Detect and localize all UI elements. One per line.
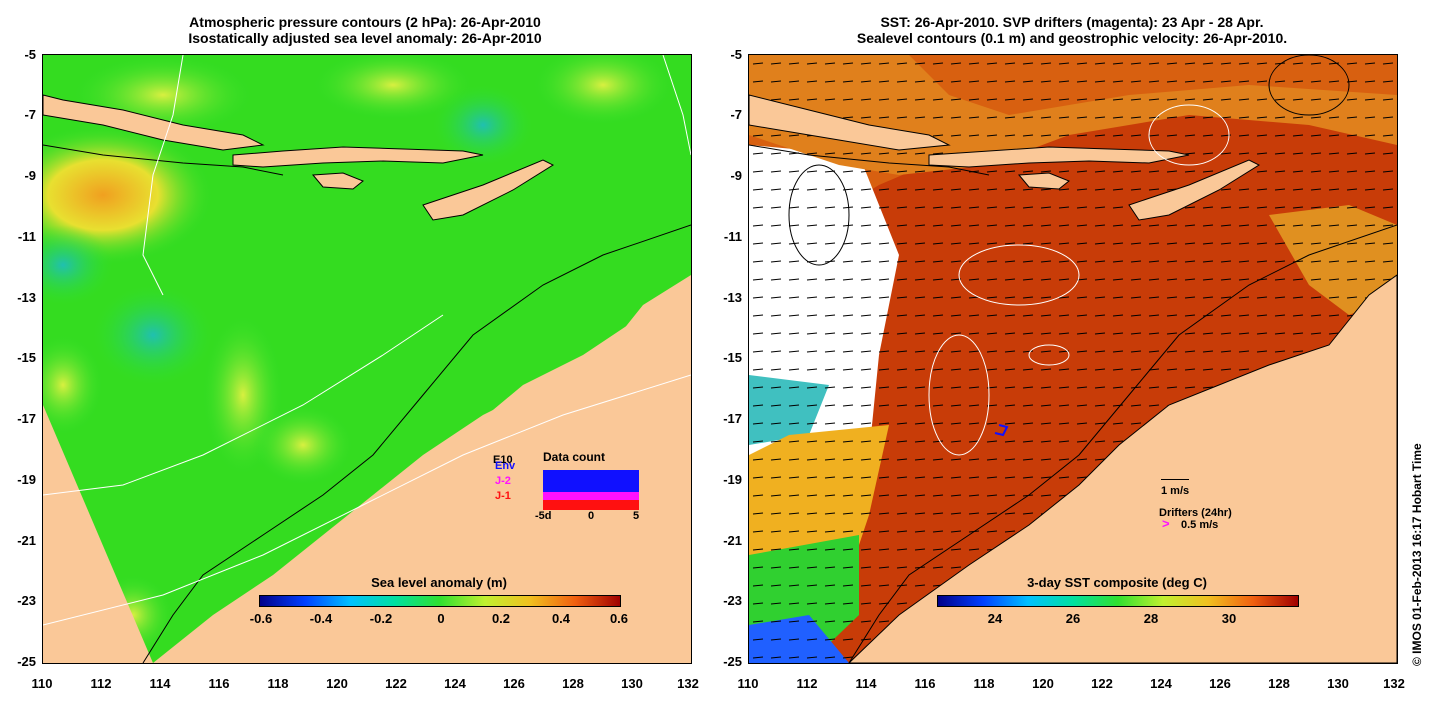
right-colorbar-title: 3-day SST composite (deg C)	[1027, 575, 1207, 590]
left-ytick: -17	[17, 411, 36, 426]
inset-label-e10: E10	[493, 454, 513, 466]
left-title-line2: Isostatically adjusted sea level anomaly…	[188, 30, 542, 46]
left-ytick: -21	[17, 533, 36, 548]
left-title: Atmospheric pressure contours (2 hPa): 2…	[40, 14, 690, 46]
left-xtick: 120	[326, 676, 348, 691]
right-xtick: 130	[1327, 676, 1349, 691]
left-xtick: 122	[385, 676, 407, 691]
left-xtick: 114	[149, 676, 171, 691]
right-cbar-tick-0: 24	[987, 611, 1003, 626]
right-ytick: -9	[730, 168, 742, 183]
left-cbar-tick-3: 0	[437, 611, 445, 626]
left-cbar-tick-2: -0.2	[369, 611, 393, 626]
right-xtick: 124	[1150, 676, 1172, 691]
right-xtick: 122	[1091, 676, 1113, 691]
left-xtick: 110	[31, 676, 53, 691]
velocity-scale-arrow	[1161, 479, 1189, 480]
right-xtick: 132	[1383, 676, 1405, 691]
left-xtick: 128	[562, 676, 584, 691]
left-cbar-tick-4: 0.2	[491, 611, 511, 626]
right-ytick: -15	[723, 350, 742, 365]
right-ytick: -17	[723, 411, 742, 426]
inset-xtick-0: -5d	[535, 510, 552, 522]
left-ytick: -25	[17, 654, 36, 669]
right-cbar-tick-1: 26	[1065, 611, 1081, 626]
right-ytick: -19	[723, 472, 742, 487]
right-ytick: -7	[730, 107, 742, 122]
left-ytick: -19	[17, 472, 36, 487]
left-ytick: -9	[24, 168, 36, 183]
left-ytick: -15	[17, 350, 36, 365]
right-xtick: 120	[1032, 676, 1054, 691]
drifters-scale-glyph: >	[1162, 516, 1170, 531]
right-colorbar	[937, 595, 1299, 607]
right-xtick: 128	[1268, 676, 1290, 691]
right-title: SST: 26-Apr-2010. SVP drifters (magenta)…	[748, 14, 1396, 46]
left-cbar-tick-6: 0.6	[609, 611, 629, 626]
drifters-label: Drifters (24hr)	[1159, 507, 1232, 519]
inset-label-j1: J-1	[495, 490, 511, 502]
left-ytick: -11	[17, 229, 36, 244]
data-count-inset: Data count E10 Env J-2 J-1 -5d 0 5	[493, 450, 643, 530]
right-title-line2: Sealevel contours (0.1 m) and geostrophi…	[856, 30, 1288, 46]
right-ytick: -25	[723, 654, 742, 669]
left-xtick: 112	[90, 676, 112, 691]
drifters-scale: 0.5 m/s	[1181, 519, 1219, 531]
right-cbar-tick-2: 28	[1143, 611, 1159, 626]
right-ytick: -5	[730, 47, 742, 62]
right-xtick: 126	[1209, 676, 1231, 691]
left-ytick: -13	[17, 290, 36, 305]
left-ytick: -7	[24, 107, 36, 122]
sea-level-anomaly-map	[43, 55, 691, 663]
left-colorbar	[259, 595, 621, 607]
left-ytick: -5	[24, 47, 36, 62]
right-xtick: 116	[914, 676, 936, 691]
sst-map	[749, 55, 1397, 663]
right-ytick: -11	[723, 229, 742, 244]
inset-xtick-1: 0	[588, 510, 595, 522]
left-xtick: 126	[503, 676, 525, 691]
right-ytick: -13	[723, 290, 742, 305]
inset-title: Data count	[543, 450, 606, 464]
right-xtick: 110	[737, 676, 759, 691]
inset-label-env: Env	[495, 460, 516, 472]
right-cbar-tick-3: 30	[1221, 611, 1237, 626]
left-colorbar-title: Sea level anomaly (m)	[371, 575, 507, 590]
right-xtick: 114	[855, 676, 877, 691]
credit-text: © IMOS 01-Feb-2013 16:17 Hobart Time	[1410, 443, 1424, 666]
left-map: Data count E10 Env J-2 J-1 -5d 0 5 Sea l…	[42, 54, 692, 664]
left-xtick: 118	[267, 676, 289, 691]
left-xtick: 116	[208, 676, 230, 691]
inset-histogram	[543, 470, 639, 510]
right-ytick: -21	[723, 533, 742, 548]
left-cbar-tick-5: 0.4	[551, 611, 571, 626]
left-xtick: 132	[677, 676, 699, 691]
left-ytick: -23	[17, 593, 36, 608]
right-xtick: 112	[796, 676, 818, 691]
left-cbar-tick-1: -0.4	[309, 611, 333, 626]
left-xtick: 130	[621, 676, 643, 691]
right-map: 1 m/s Drifters (24hr) 0.5 m/s > 3-day SS…	[748, 54, 1398, 664]
inset-xtick-2: 5	[633, 510, 640, 522]
velocity-scale-label: 1 m/s	[1161, 485, 1190, 497]
left-cbar-tick-0: -0.6	[249, 611, 273, 626]
right-xtick: 118	[973, 676, 995, 691]
inset-label-j2: J-2	[495, 475, 511, 487]
left-xtick: 124	[444, 676, 466, 691]
right-title-line1: SST: 26-Apr-2010. SVP drifters (magenta)…	[880, 14, 1264, 30]
right-ytick: -23	[723, 593, 742, 608]
left-title-line1: Atmospheric pressure contours (2 hPa): 2…	[189, 14, 541, 30]
